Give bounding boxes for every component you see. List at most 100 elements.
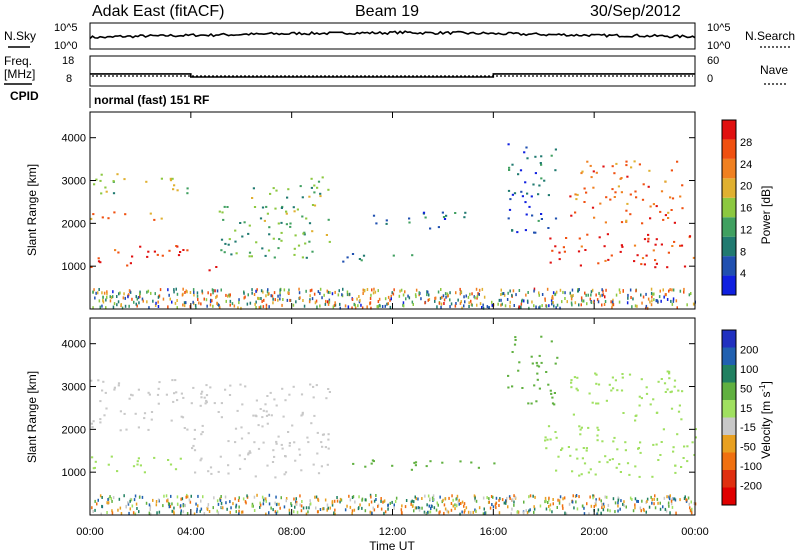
power-cell xyxy=(359,298,361,302)
power-cell xyxy=(304,242,307,245)
velocity-cell xyxy=(664,507,667,511)
velocity-cell xyxy=(683,445,686,448)
velocity-cell xyxy=(555,469,558,472)
velocity-cell xyxy=(645,501,647,504)
velocity-cell xyxy=(205,384,208,387)
velocity-cell xyxy=(315,506,317,510)
power-cell xyxy=(569,291,571,295)
velocity-cell xyxy=(205,401,208,404)
power-cell xyxy=(358,295,360,298)
power-cell xyxy=(148,306,150,310)
velocity-cell xyxy=(605,399,608,402)
velocity-cell xyxy=(617,501,619,505)
velocity-cell xyxy=(639,451,642,454)
freq-right-tick-bottom: 0 xyxy=(707,73,713,85)
velocity-cell xyxy=(604,455,607,458)
x-tick-label: 20:00 xyxy=(580,526,608,538)
velocity-cell xyxy=(380,507,383,511)
velocity-cell xyxy=(358,495,360,499)
power-cell xyxy=(279,297,281,301)
power-cell xyxy=(268,233,271,236)
power-cell xyxy=(407,294,409,298)
power-cell xyxy=(570,214,573,217)
velocity-cell xyxy=(291,424,294,427)
power-cell xyxy=(526,157,529,160)
power-cell xyxy=(428,298,431,301)
cpid-label: CPID xyxy=(10,89,39,103)
velocity-cell xyxy=(646,497,649,501)
power-cell xyxy=(308,222,312,225)
power-cell xyxy=(540,218,543,220)
velocity-cell xyxy=(322,507,324,511)
velocity-cell xyxy=(548,505,550,508)
velocity-cell xyxy=(327,388,330,390)
velocity-cell xyxy=(143,412,147,415)
velocity-cell xyxy=(232,502,234,506)
velocity-cell xyxy=(677,410,681,413)
power-cell xyxy=(171,177,174,180)
power-cell xyxy=(256,288,258,292)
power-cell xyxy=(377,305,379,309)
velocity-cell xyxy=(247,453,250,456)
velocity-cell xyxy=(461,510,463,514)
velocity-cell xyxy=(571,470,574,473)
power-cell xyxy=(670,209,673,211)
power-cell xyxy=(392,254,395,257)
velocity-cell xyxy=(90,422,93,425)
power-cell xyxy=(589,297,592,301)
velocity-colorbar-swatch xyxy=(722,347,736,365)
power-cell xyxy=(408,221,411,224)
velocity-cell xyxy=(150,418,153,421)
power-cell xyxy=(614,191,617,194)
velocity-cell xyxy=(659,501,661,505)
power-cell xyxy=(176,299,178,302)
power-cell xyxy=(647,237,650,240)
velocity-cell xyxy=(134,512,137,516)
velocity-cell xyxy=(583,462,587,465)
velocity-cell xyxy=(299,503,301,507)
velocity-cell xyxy=(447,510,450,514)
velocity-cell xyxy=(492,495,494,499)
power-colorbar-label: Power [dB] xyxy=(759,186,773,245)
velocity-cell xyxy=(358,506,360,510)
power-cell xyxy=(688,293,691,297)
power-cell xyxy=(688,235,692,238)
power-cell xyxy=(292,303,295,307)
velocity-cell xyxy=(463,504,465,508)
velocity-cell xyxy=(259,505,261,509)
power-cell xyxy=(445,214,448,217)
power-cell xyxy=(530,195,533,198)
velocity-cell xyxy=(634,465,637,468)
velocity-cell xyxy=(624,441,627,444)
freq-panel-frame xyxy=(89,55,696,87)
velocity-cell xyxy=(634,497,637,501)
velocity-cell xyxy=(171,502,173,506)
power-colorbar-swatch xyxy=(722,275,736,295)
power-cell xyxy=(283,288,286,292)
velocity-cell xyxy=(192,444,195,447)
power-cell xyxy=(443,218,447,220)
velocity-cell xyxy=(690,500,692,504)
velocity-cell xyxy=(439,510,441,514)
power-cell xyxy=(169,179,173,182)
power-cell xyxy=(618,300,621,304)
velocity-cell xyxy=(176,399,179,402)
velocity-colorbar-swatch xyxy=(722,330,736,348)
velocity-cell xyxy=(596,512,598,516)
velocity-cell xyxy=(590,504,593,508)
velocity-cell xyxy=(275,511,278,515)
power-cell xyxy=(667,251,670,254)
velocity-cell xyxy=(474,498,476,502)
power-cell xyxy=(288,288,290,292)
velocity-cell xyxy=(563,496,566,500)
velocity-cell xyxy=(375,494,377,497)
velocity-cell xyxy=(651,498,653,502)
power-cell xyxy=(525,213,528,216)
power-cell xyxy=(400,288,403,292)
velocity-cell xyxy=(639,506,642,510)
power-cell xyxy=(313,292,316,296)
power-cell xyxy=(609,198,612,201)
velocity-cell xyxy=(181,497,184,501)
velocity-cell xyxy=(452,498,454,502)
